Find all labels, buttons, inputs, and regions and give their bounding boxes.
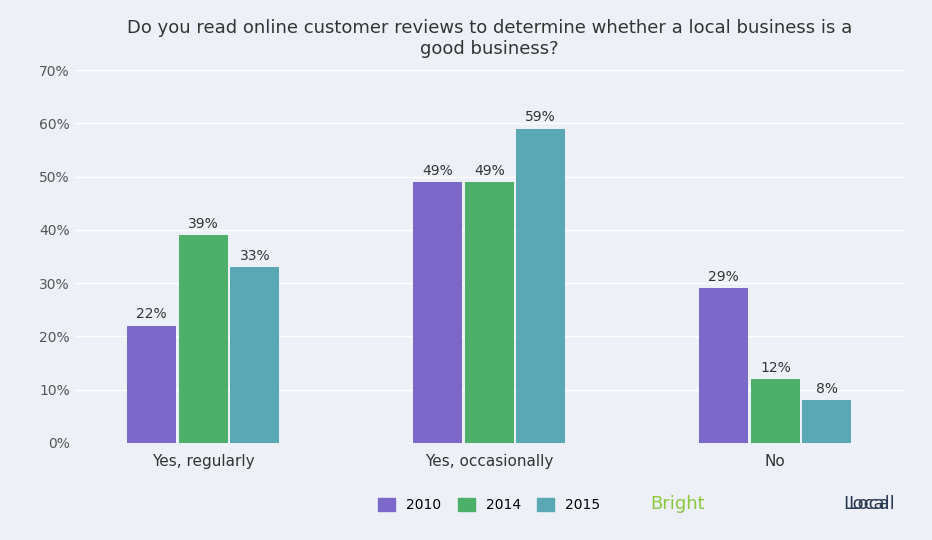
- Title: Do you read online customer reviews to determine whether a local business is a
g: Do you read online customer reviews to d…: [127, 19, 852, 58]
- Bar: [751, 379, 800, 443]
- Text: 8%: 8%: [816, 382, 838, 396]
- Bar: [802, 400, 851, 443]
- Text: Bright: Bright: [651, 495, 706, 513]
- Text: Local: Local: [848, 495, 895, 513]
- Text: 12%: 12%: [760, 361, 790, 375]
- Text: BrightLocal: BrightLocal: [793, 495, 895, 513]
- Bar: [465, 182, 514, 443]
- Text: 29%: 29%: [708, 270, 739, 284]
- Bar: [414, 182, 462, 443]
- Text: 22%: 22%: [136, 307, 167, 321]
- Bar: [230, 267, 280, 443]
- Bar: [516, 129, 565, 443]
- Bar: [699, 288, 748, 443]
- Text: 33%: 33%: [240, 249, 270, 263]
- Text: Local: Local: [843, 495, 890, 513]
- Text: 39%: 39%: [188, 217, 219, 231]
- Bar: [179, 235, 227, 443]
- Bar: [128, 326, 176, 443]
- Legend: 2010, 2014, 2015: 2010, 2014, 2015: [373, 492, 606, 518]
- Text: 49%: 49%: [474, 164, 504, 178]
- Text: 59%: 59%: [526, 111, 556, 125]
- Text: 49%: 49%: [422, 164, 453, 178]
